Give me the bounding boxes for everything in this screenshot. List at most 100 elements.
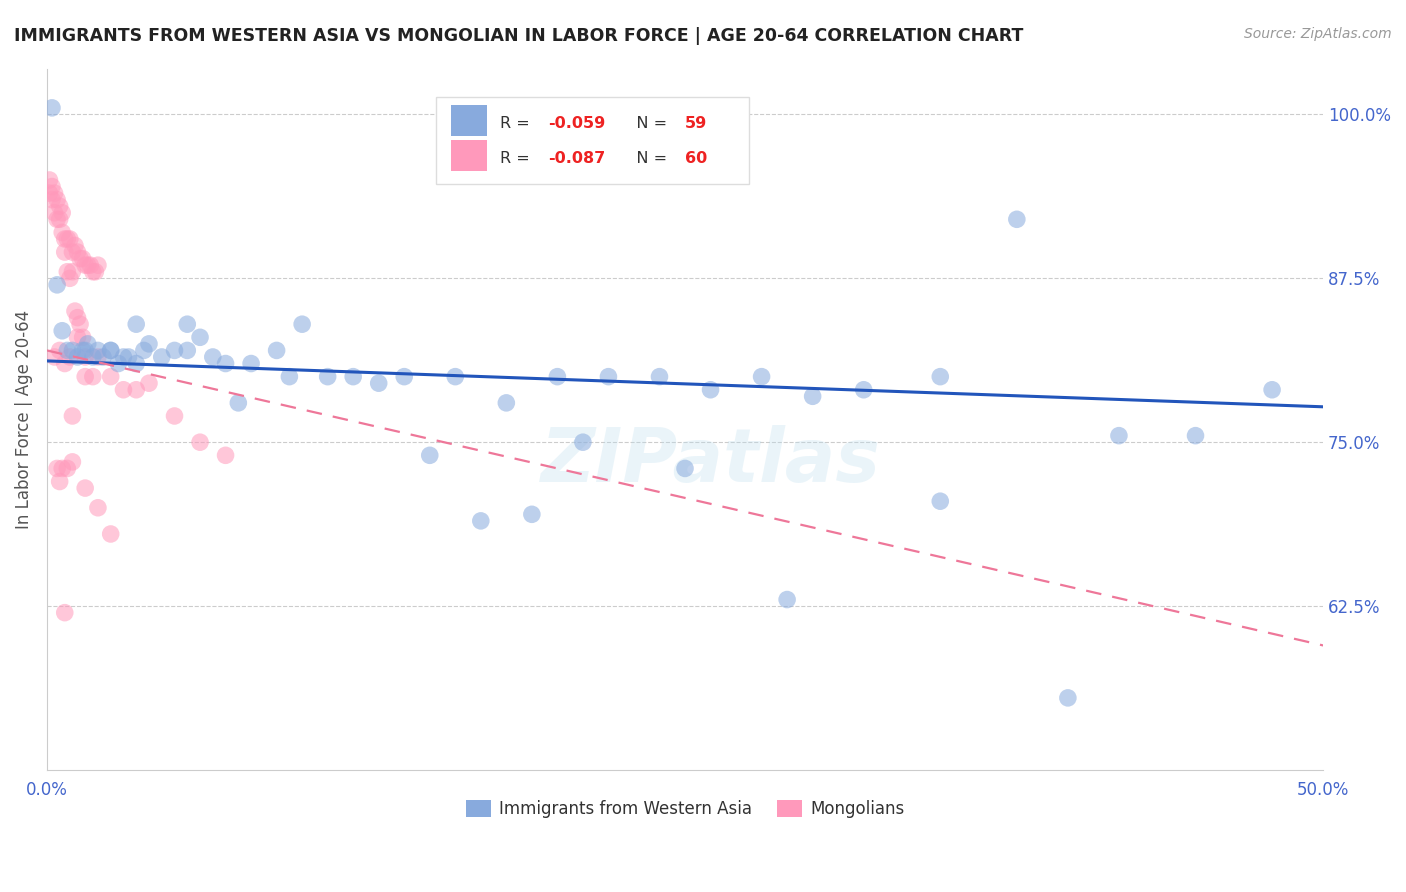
Point [228, 396, 250, 410]
Point [48, 212, 70, 227]
Point [163, 343, 186, 358]
Point [87, 500, 110, 515]
Point [51, 206, 73, 220]
Point [278, 369, 301, 384]
Point [51, 226, 73, 240]
Point [852, 383, 875, 397]
Point [138, 337, 160, 351]
Point [699, 383, 721, 397]
Point [62, 455, 84, 469]
Point [53, 245, 76, 260]
Point [38, 186, 60, 200]
Point [53, 357, 76, 371]
Point [76, 337, 98, 351]
Legend: Immigrants from Western Asia, Mongolians: Immigrants from Western Asia, Mongolians [458, 793, 911, 825]
Point [188, 435, 211, 450]
Text: ZIPatlas: ZIPatlas [540, 425, 880, 498]
Point [125, 317, 148, 331]
Point [100, 343, 122, 358]
Point [53, 232, 76, 246]
Point [150, 350, 173, 364]
Text: IMMIGRANTS FROM WESTERN ASIA VS MONGOLIAN IN LABOR FORCE | AGE 20-64 CORRELATION: IMMIGRANTS FROM WESTERN ASIA VS MONGOLIA… [14, 27, 1024, 45]
Point [62, 409, 84, 423]
Point [59, 232, 82, 246]
Point [66, 245, 89, 260]
Text: 59: 59 [685, 116, 707, 131]
Point [63, 304, 86, 318]
Point [394, 369, 416, 384]
Point [470, 514, 492, 528]
Point [176, 343, 198, 358]
Point [546, 369, 568, 384]
Point [56, 265, 79, 279]
Text: R =: R = [501, 151, 534, 166]
Point [62, 343, 84, 358]
FancyBboxPatch shape [451, 140, 488, 171]
Point [112, 383, 135, 397]
Point [598, 369, 620, 384]
Point [75, 369, 97, 384]
Point [214, 357, 236, 371]
Point [66, 330, 89, 344]
Point [82, 369, 104, 384]
Point [56, 343, 79, 358]
Point [100, 527, 122, 541]
Point [75, 343, 97, 358]
Point [929, 494, 952, 508]
Point [44, 206, 66, 220]
Point [776, 592, 799, 607]
Point [48, 199, 70, 213]
FancyBboxPatch shape [451, 105, 488, 136]
Text: -0.087: -0.087 [548, 151, 606, 166]
Point [648, 369, 671, 384]
Point [1057, 690, 1080, 705]
Point [69, 252, 91, 266]
Point [100, 369, 122, 384]
Point [41, 193, 63, 207]
Point [117, 350, 139, 364]
Point [163, 409, 186, 423]
Text: -0.059: -0.059 [548, 116, 606, 131]
Point [72, 343, 94, 358]
Point [41, 179, 63, 194]
Point [46, 461, 69, 475]
Point [112, 350, 135, 364]
Point [929, 369, 952, 384]
Point [46, 212, 69, 227]
Point [188, 330, 211, 344]
Point [1005, 212, 1028, 227]
Point [1261, 383, 1284, 397]
Point [84, 265, 107, 279]
Point [572, 435, 595, 450]
Point [751, 369, 773, 384]
Point [82, 350, 104, 364]
Point [87, 258, 110, 272]
Point [46, 193, 69, 207]
Point [51, 324, 73, 338]
Point [76, 258, 98, 272]
Point [44, 350, 66, 364]
Point [673, 461, 696, 475]
Point [132, 343, 155, 358]
Point [66, 350, 89, 364]
Point [419, 448, 441, 462]
Point [75, 258, 97, 272]
Point [38, 173, 60, 187]
Point [176, 317, 198, 331]
Point [316, 369, 339, 384]
Point [125, 357, 148, 371]
Point [69, 317, 91, 331]
Y-axis label: In Labor Force | Age 20-64: In Labor Force | Age 20-64 [15, 310, 32, 529]
Point [138, 376, 160, 391]
Point [75, 350, 97, 364]
Point [62, 245, 84, 260]
Point [520, 508, 543, 522]
Point [59, 271, 82, 285]
Point [82, 265, 104, 279]
Point [367, 376, 389, 391]
Point [75, 481, 97, 495]
Point [66, 310, 89, 325]
Point [125, 383, 148, 397]
Point [56, 461, 79, 475]
Point [266, 343, 288, 358]
